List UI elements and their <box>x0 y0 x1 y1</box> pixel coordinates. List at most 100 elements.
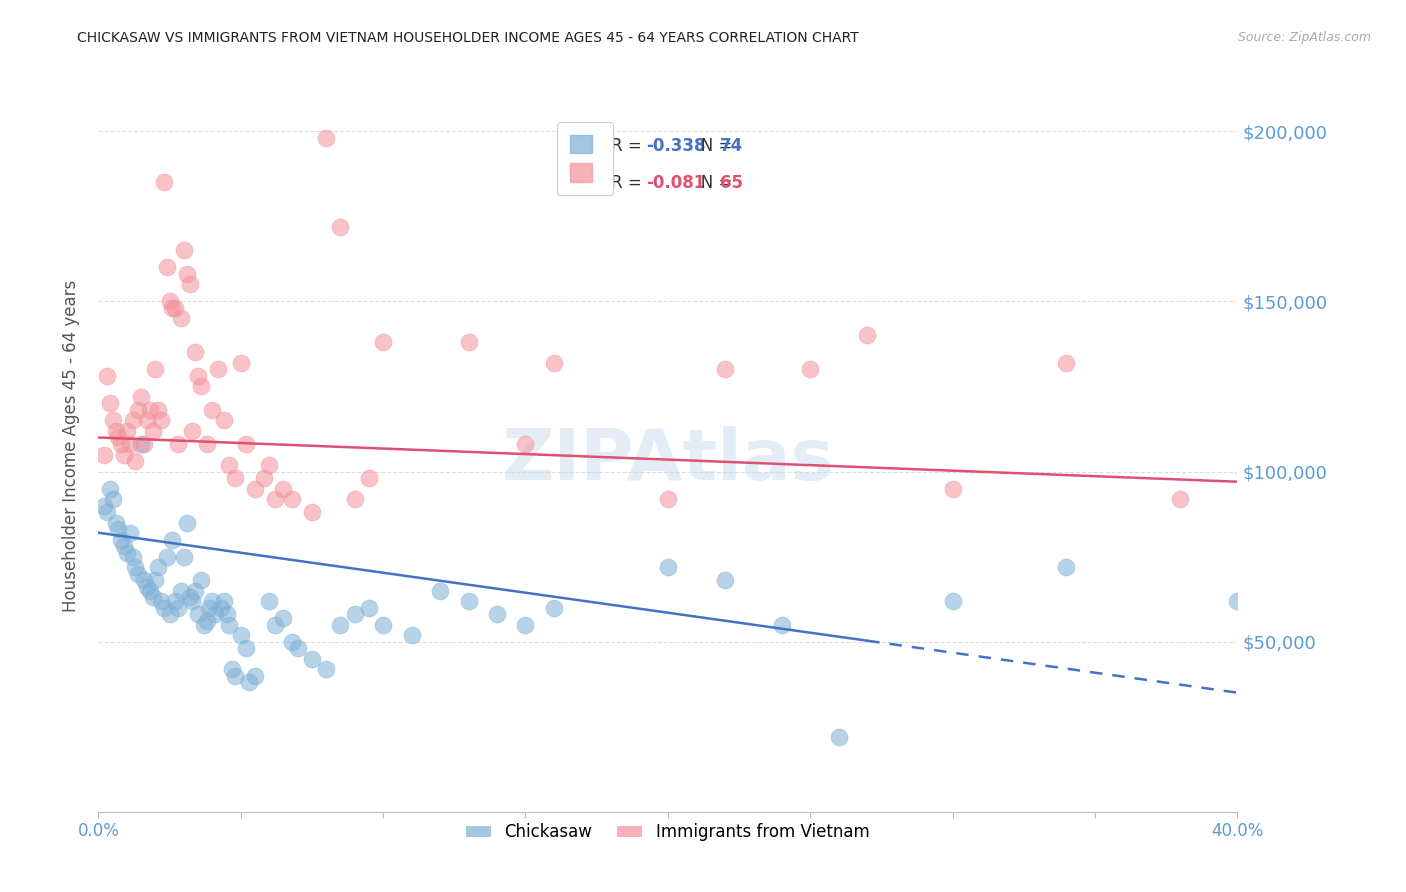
Point <box>207 362 229 376</box>
Point <box>515 617 537 632</box>
Point <box>714 574 737 588</box>
Point <box>107 522 129 536</box>
Point <box>243 482 266 496</box>
Point <box>96 369 118 384</box>
Point <box>212 594 235 608</box>
Point <box>229 628 252 642</box>
Point <box>127 566 149 581</box>
Y-axis label: Householder Income Ages 45 - 64 years: Householder Income Ages 45 - 64 years <box>62 280 80 612</box>
Point <box>112 448 135 462</box>
Point <box>148 559 170 574</box>
Point <box>181 594 204 608</box>
Point <box>170 311 193 326</box>
Point <box>942 594 965 608</box>
Point <box>770 617 793 632</box>
Text: 74: 74 <box>720 137 744 155</box>
Point <box>93 448 115 462</box>
Point <box>224 668 246 682</box>
Point <box>124 454 146 468</box>
Point <box>187 369 209 384</box>
Point <box>799 362 821 376</box>
Point <box>181 424 204 438</box>
Point <box>543 600 565 615</box>
Point <box>148 403 170 417</box>
Point <box>287 641 309 656</box>
Point <box>104 516 127 530</box>
Point <box>273 482 295 496</box>
Point <box>135 413 157 427</box>
Text: 65: 65 <box>720 174 744 192</box>
Point <box>145 362 167 376</box>
Point <box>315 131 337 145</box>
Point <box>657 491 679 506</box>
Point <box>215 607 238 622</box>
Point <box>165 594 187 608</box>
Point <box>1056 356 1078 370</box>
Point <box>221 662 243 676</box>
Point <box>184 583 207 598</box>
Point <box>486 607 509 622</box>
Legend: Chickasaw, Immigrants from Vietnam: Chickasaw, Immigrants from Vietnam <box>453 810 883 855</box>
Point <box>264 617 287 632</box>
Point <box>179 277 201 292</box>
Point <box>96 505 118 519</box>
Point <box>315 662 337 676</box>
Point <box>115 546 138 560</box>
Text: Source: ZipAtlas.com: Source: ZipAtlas.com <box>1237 31 1371 45</box>
Point <box>259 594 281 608</box>
Point <box>195 614 218 628</box>
Point <box>129 437 152 451</box>
Point <box>112 540 135 554</box>
Point <box>101 491 124 506</box>
Point <box>156 260 179 275</box>
Point <box>229 356 252 370</box>
Point <box>1170 491 1192 506</box>
Point <box>138 583 160 598</box>
Point <box>107 430 129 444</box>
Point <box>187 607 209 622</box>
Point <box>118 525 141 540</box>
Point <box>159 607 181 622</box>
Point <box>118 437 141 451</box>
Point <box>165 301 187 316</box>
Point <box>104 424 127 438</box>
Point <box>457 335 479 350</box>
Point <box>121 413 143 427</box>
Point <box>135 580 157 594</box>
Point <box>942 482 965 496</box>
Point <box>121 549 143 564</box>
Point <box>173 549 195 564</box>
Point <box>162 533 184 547</box>
Point <box>457 594 479 608</box>
Point <box>1226 594 1249 608</box>
Point <box>167 600 190 615</box>
Point <box>195 437 218 451</box>
Point <box>145 574 167 588</box>
Text: CHICKASAW VS IMMIGRANTS FROM VIETNAM HOUSEHOLDER INCOME AGES 45 - 64 YEARS CORRE: CHICKASAW VS IMMIGRANTS FROM VIETNAM HOU… <box>77 31 859 45</box>
Point <box>201 594 224 608</box>
Point <box>204 607 226 622</box>
Point <box>153 175 176 189</box>
Point <box>156 549 179 564</box>
Point <box>127 403 149 417</box>
Point <box>401 628 423 642</box>
Point <box>301 651 323 665</box>
Point <box>373 617 395 632</box>
Point <box>281 634 304 648</box>
Point <box>132 574 155 588</box>
Point <box>224 471 246 485</box>
Point <box>212 413 235 427</box>
Point <box>193 617 215 632</box>
Point <box>159 294 181 309</box>
Point <box>173 244 195 258</box>
Point <box>714 362 737 376</box>
Point <box>329 617 352 632</box>
Point <box>235 641 257 656</box>
Point <box>1056 559 1078 574</box>
Point <box>153 600 176 615</box>
Point <box>101 413 124 427</box>
Point <box>141 424 163 438</box>
Point <box>150 413 173 427</box>
Point <box>243 668 266 682</box>
Point <box>150 594 173 608</box>
